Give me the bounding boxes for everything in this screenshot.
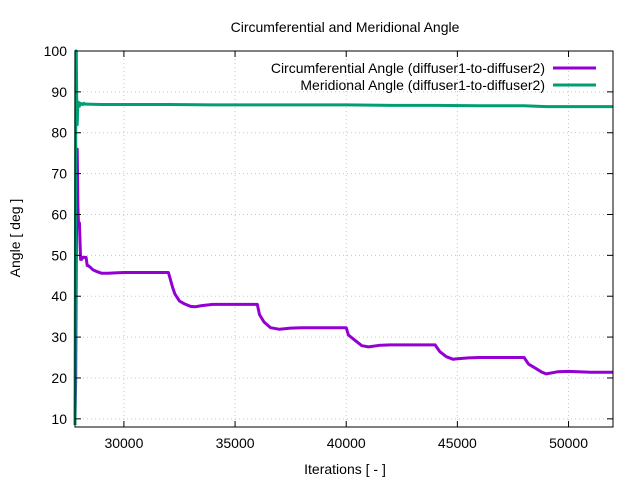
tick-labels: 30000 35000 40000 45000 50000 10 20 30 40 50 60 70 8… xyxy=(44,43,589,451)
legend: Circumferential Angle (diffuser1-to-diff… xyxy=(271,60,596,93)
y-tick-label: 70 xyxy=(51,166,67,182)
axis-ticks xyxy=(75,50,613,427)
y-tick-label: 100 xyxy=(44,43,68,59)
series-line-2 xyxy=(73,49,613,426)
y-axis-title: Angle [ deg ] xyxy=(7,199,23,278)
legend-label-1: Circumferential Angle (diffuser1-to-diff… xyxy=(271,60,545,76)
series-layer xyxy=(73,49,613,426)
y-tick-label: 80 xyxy=(51,125,67,141)
grid-lines xyxy=(75,50,613,427)
series-line-1 xyxy=(73,147,613,419)
x-tick-label: 45000 xyxy=(438,435,477,451)
y-tick-label: 60 xyxy=(51,206,67,222)
y-tick-label: 40 xyxy=(51,288,67,304)
y-tick-label: 20 xyxy=(51,370,67,386)
x-tick-label: 50000 xyxy=(549,435,588,451)
plot-frame xyxy=(74,50,614,428)
x-tick-label: 40000 xyxy=(327,435,366,451)
y-tick-label: 30 xyxy=(51,329,67,345)
y-tick-label: 50 xyxy=(51,247,67,263)
x-tick-label: 35000 xyxy=(216,435,255,451)
chart-title: Circumferential and Meridional Angle xyxy=(231,19,460,35)
legend-label-2: Meridional Angle (diffuser1-to-diffuser2… xyxy=(300,77,545,93)
y-tick-label: 90 xyxy=(51,84,67,100)
y-tick-label: 10 xyxy=(51,411,67,427)
x-axis-title: Iterations [ - ] xyxy=(304,461,386,477)
x-tick-label: 30000 xyxy=(104,435,143,451)
